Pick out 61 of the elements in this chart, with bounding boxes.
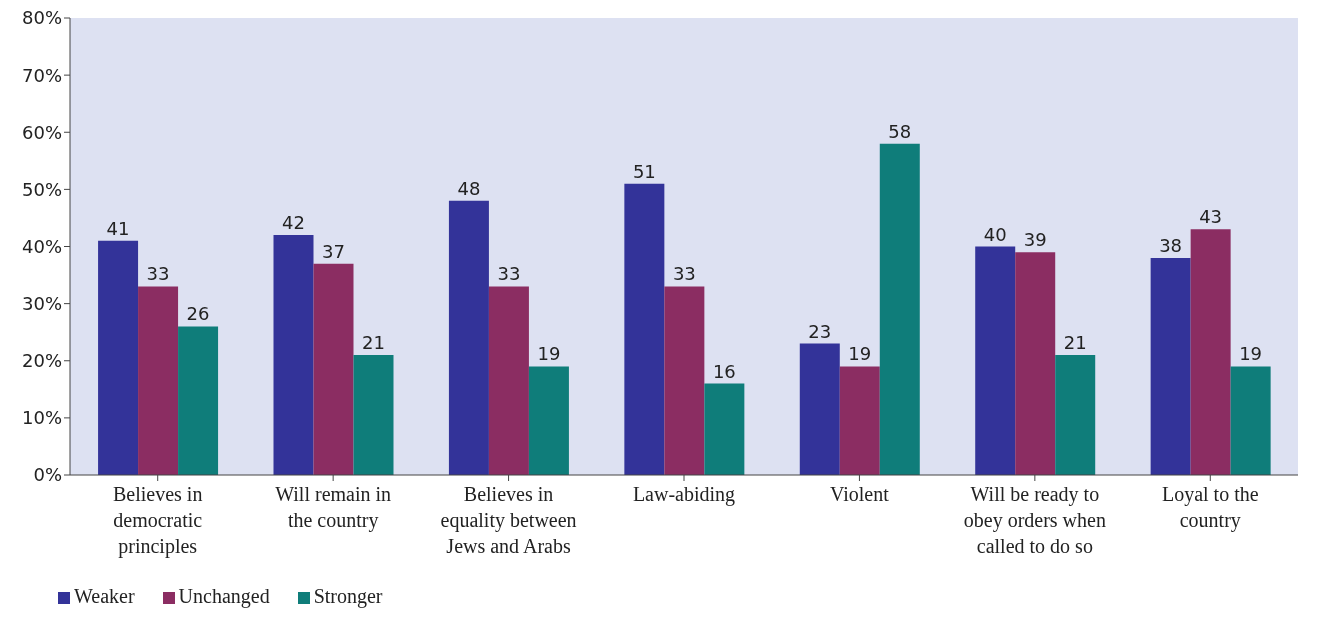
data-label: 38 <box>1159 234 1183 256</box>
bar <box>1055 355 1096 475</box>
bar <box>138 286 179 475</box>
bar <box>624 183 665 475</box>
y-tick-label: 50% <box>21 178 62 200</box>
data-label: 16 <box>712 360 736 382</box>
data-label: 19 <box>537 343 561 365</box>
data-label: 19 <box>848 343 872 365</box>
data-label: 43 <box>1199 206 1223 228</box>
y-tick-label: 40% <box>21 235 62 257</box>
data-label: 23 <box>808 320 832 342</box>
data-label: 26 <box>186 303 210 325</box>
bar <box>178 326 219 475</box>
x-tick-label: Believes in equality between Jews and Arabs <box>440 483 577 557</box>
data-label: 39 <box>1023 229 1047 251</box>
legend-label: Weaker <box>74 585 135 607</box>
bar <box>879 143 920 475</box>
bar <box>313 263 354 475</box>
bar <box>528 366 569 475</box>
x-tick-label: Law-abiding <box>632 483 736 506</box>
x-tick-label: Violent <box>830 483 890 505</box>
legend-label: Unchanged <box>178 585 270 607</box>
x-tick-label: Will be ready to obey orders when called to do so <box>963 483 1106 557</box>
legend-label: Stronger <box>313 585 383 607</box>
data-label: 21 <box>362 332 385 354</box>
data-label: 40 <box>983 223 1007 245</box>
bar <box>98 240 139 475</box>
bar <box>664 286 705 475</box>
data-label: 58 <box>888 120 912 142</box>
bar <box>704 383 745 475</box>
x-tick-label: Believes in democratic principles <box>113 483 203 558</box>
bar <box>488 286 529 475</box>
data-label: 33 <box>497 263 521 285</box>
x-tick-label: Will remain in the country <box>275 483 392 532</box>
y-tick-label: 60% <box>21 121 62 143</box>
data-label: 41 <box>106 217 130 239</box>
bar <box>1230 366 1271 475</box>
y-tick-label: 20% <box>21 350 62 372</box>
data-label: 42 <box>282 212 305 234</box>
bar <box>448 200 489 475</box>
bar <box>273 235 314 475</box>
data-label: 33 <box>672 263 696 285</box>
bar <box>975 246 1016 475</box>
y-tick-label: 0% <box>33 464 62 486</box>
y-tick-label: 80% <box>21 7 62 29</box>
y-tick-label: 30% <box>21 293 62 315</box>
bar <box>1190 229 1231 475</box>
bar <box>839 366 880 475</box>
bar <box>1150 257 1191 475</box>
y-tick-label: 70% <box>21 64 62 86</box>
x-tick-label: Loyal to the country <box>1161 483 1259 532</box>
data-label: 21 <box>1063 332 1087 354</box>
bar <box>353 355 394 475</box>
data-label: 19 <box>1239 343 1263 365</box>
y-tick-label: 10% <box>21 407 62 429</box>
bar <box>799 343 840 475</box>
data-label: 33 <box>146 263 170 285</box>
data-label: 48 <box>457 177 481 199</box>
bar <box>1015 252 1056 475</box>
data-label: 37 <box>322 240 345 262</box>
data-label: 51 <box>632 160 656 182</box>
